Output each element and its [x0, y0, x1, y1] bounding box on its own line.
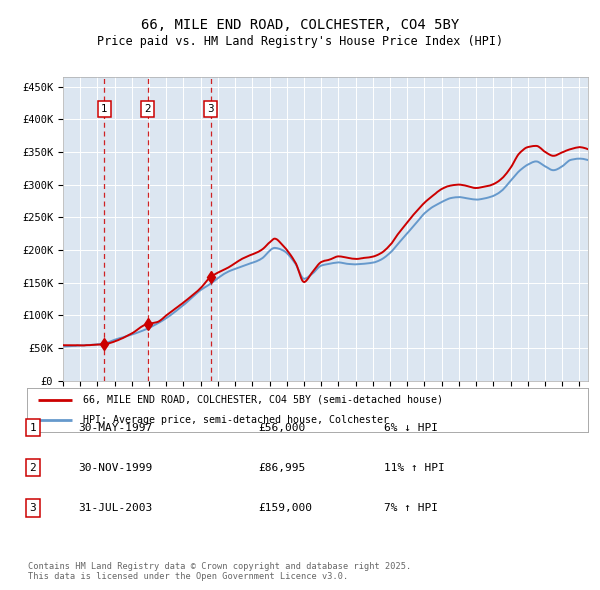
Text: 2: 2: [29, 463, 37, 473]
Text: £86,995: £86,995: [258, 463, 305, 473]
Text: Price paid vs. HM Land Registry's House Price Index (HPI): Price paid vs. HM Land Registry's House …: [97, 35, 503, 48]
Text: £56,000: £56,000: [258, 423, 305, 432]
Text: Contains HM Land Registry data © Crown copyright and database right 2025.
This d: Contains HM Land Registry data © Crown c…: [28, 562, 412, 581]
Text: 66, MILE END ROAD, COLCHESTER, CO4 5BY: 66, MILE END ROAD, COLCHESTER, CO4 5BY: [141, 18, 459, 32]
Text: 3: 3: [208, 104, 214, 114]
Text: 6% ↓ HPI: 6% ↓ HPI: [384, 423, 438, 432]
Text: 31-JUL-2003: 31-JUL-2003: [78, 503, 152, 513]
Text: 11% ↑ HPI: 11% ↑ HPI: [384, 463, 445, 473]
Text: 7% ↑ HPI: 7% ↑ HPI: [384, 503, 438, 513]
Text: 2: 2: [144, 104, 151, 114]
Text: 1: 1: [101, 104, 108, 114]
Text: 30-MAY-1997: 30-MAY-1997: [78, 423, 152, 432]
Text: 30-NOV-1999: 30-NOV-1999: [78, 463, 152, 473]
Text: 3: 3: [29, 503, 37, 513]
Text: HPI: Average price, semi-detached house, Colchester: HPI: Average price, semi-detached house,…: [83, 415, 389, 425]
Text: 66, MILE END ROAD, COLCHESTER, CO4 5BY (semi-detached house): 66, MILE END ROAD, COLCHESTER, CO4 5BY (…: [83, 395, 443, 405]
Text: 1: 1: [29, 423, 37, 432]
Text: £159,000: £159,000: [258, 503, 312, 513]
